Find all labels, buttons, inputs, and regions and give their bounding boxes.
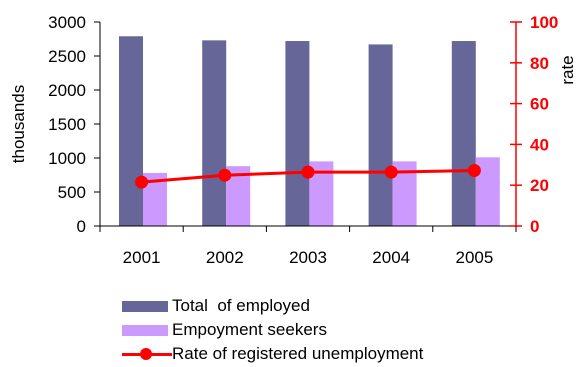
point-unemployment-rate-2001 <box>135 175 149 189</box>
bar-employed-2004 <box>368 44 393 226</box>
y-axis-left-title: thousands <box>9 85 28 163</box>
x-tick-label: 2005 <box>455 248 493 267</box>
bar-employed-2002 <box>202 40 227 226</box>
point-unemployment-rate-2003 <box>301 165 315 179</box>
y-right-tick-label: 80 <box>530 54 549 73</box>
point-unemployment-rate-2004 <box>384 165 398 179</box>
legend-label: Empoyment seekers <box>172 320 327 339</box>
legend-item: Rate of registered unemployment <box>122 342 423 366</box>
y-right-tick-label: 100 <box>530 13 558 32</box>
legend-swatch <box>122 300 168 312</box>
axes-layer: 0 500 1000 1500 2000 2500 3000 0 20 40 60 80 100 2001… <box>9 13 577 267</box>
legend-label: Total of employed <box>172 296 310 315</box>
line-layer <box>135 164 481 189</box>
point-unemployment-rate-2002 <box>218 168 232 182</box>
y-right-tick-label: 60 <box>530 95 549 114</box>
y-left-tick-label: 1500 <box>48 115 86 134</box>
x-tick-label: 2003 <box>289 248 327 267</box>
bars-layer <box>119 36 500 226</box>
y-right-tick-label: 0 <box>530 217 539 236</box>
y-right-tick-label: 40 <box>530 135 549 154</box>
legend-item: Empoyment seekers <box>122 318 423 342</box>
legend-label: Rate of registered unemployment <box>172 344 424 363</box>
bar-employed-2001 <box>119 36 143 226</box>
point-unemployment-rate-2005 <box>467 164 481 178</box>
x-tick-label: 2004 <box>372 248 410 267</box>
y-right-tick-label: 20 <box>530 176 549 195</box>
x-tick-label: 2001 <box>123 248 161 267</box>
y-left-tick-label: 2000 <box>48 81 86 100</box>
y-left-tick-label: 1000 <box>48 149 86 168</box>
bar-employed-2003 <box>285 41 310 226</box>
y-axis-right-title: rate <box>558 55 577 84</box>
y-left-tick-label: 500 <box>58 183 86 202</box>
y-left-tick-label: 3000 <box>48 13 86 32</box>
legend-item: Total of employed <box>122 294 423 318</box>
x-tick-label: 2002 <box>206 248 244 267</box>
legend: Total of employed Empoyment seekers Rate o… <box>122 294 423 366</box>
y-left-tick-label: 2500 <box>48 47 86 66</box>
legend-swatch <box>122 324 168 336</box>
y-left-tick-label: 0 <box>77 217 86 236</box>
legend-line-marker <box>122 346 172 362</box>
bar-employed-2005 <box>451 41 476 226</box>
